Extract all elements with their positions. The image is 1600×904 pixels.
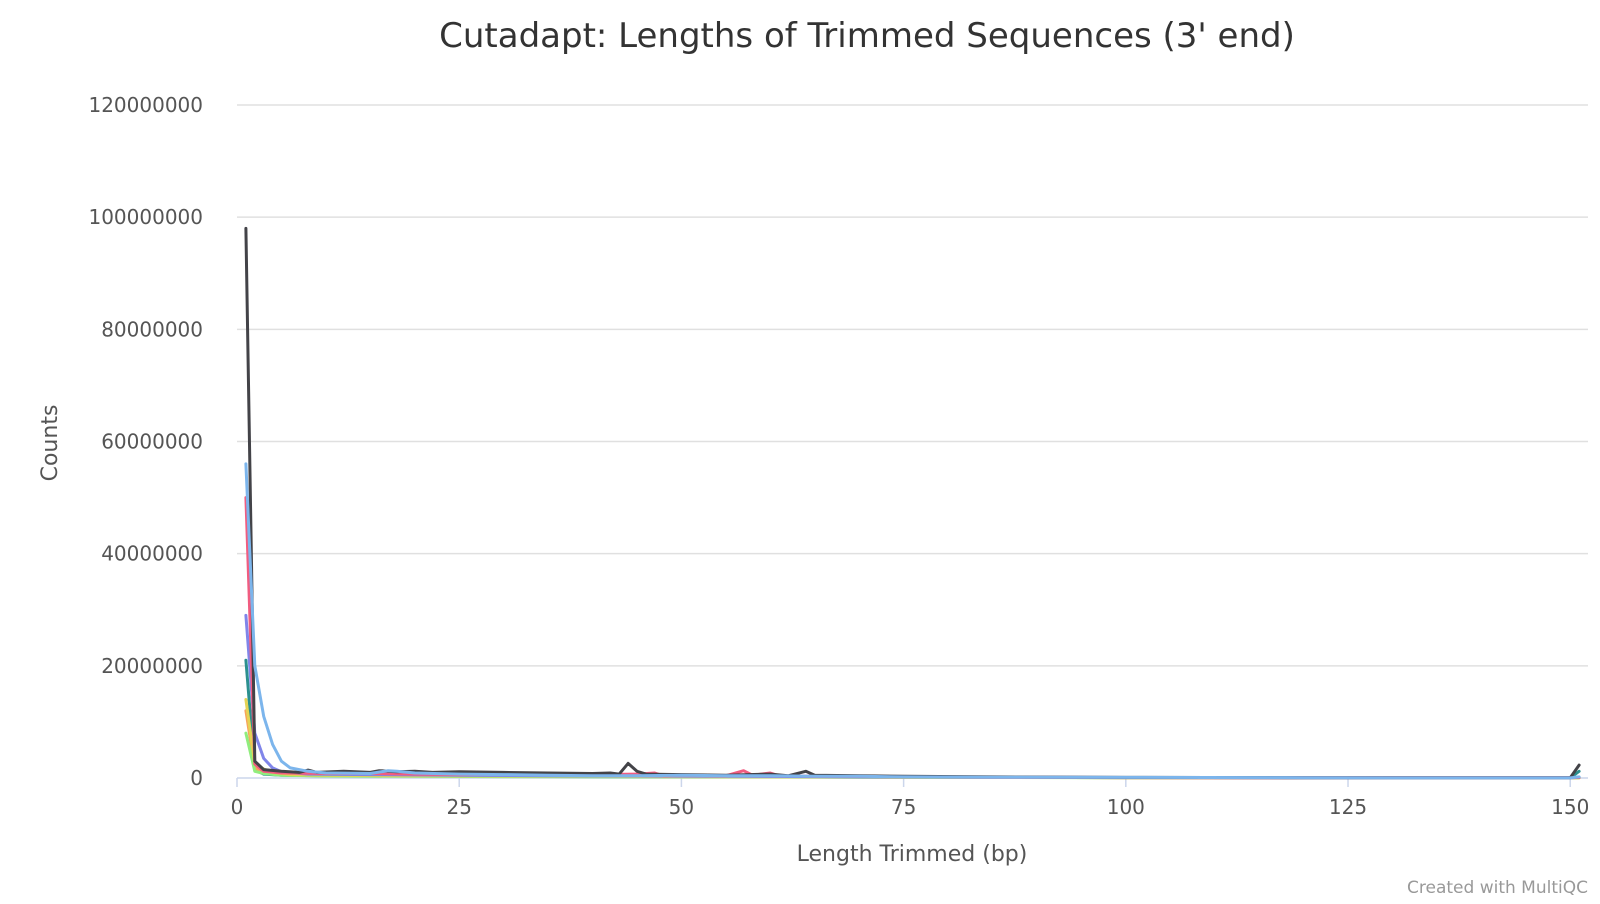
x-tick-label: 50 (669, 795, 694, 819)
x-tick-label: 0 (231, 795, 244, 819)
y-tick-label: 0 (190, 766, 203, 790)
y-tick-label: 120000000 (88, 93, 203, 117)
x-tick-label: 150 (1551, 795, 1589, 819)
series-line[interactable] (244, 613, 1581, 780)
y-tick-label: 80000000 (101, 317, 203, 341)
y-tick-label: 100000000 (88, 205, 203, 229)
grid-lines (237, 104, 1588, 667)
chart-title: Cutadapt: Lengths of Trimmed Sequences (… (439, 16, 1295, 56)
series-line[interactable] (244, 709, 1581, 780)
x-tick-label: 125 (1329, 795, 1367, 819)
series-line[interactable] (244, 496, 1581, 780)
y-tick-label: 40000000 (101, 542, 203, 566)
y-tick-label: 20000000 (101, 654, 203, 678)
series-line[interactable] (244, 462, 1581, 780)
x-axis-title: Length Trimmed (bp) (797, 842, 1028, 867)
x-tick-label: 100 (1107, 795, 1145, 819)
y-tick-label: 60000000 (101, 430, 203, 454)
series-line[interactable] (244, 658, 1581, 780)
x-tick-label: 75 (891, 795, 916, 819)
y-axis-title: Counts (38, 405, 63, 482)
x-axis-ticks: 0 25 50 75 100 125 150 (231, 778, 1589, 819)
series-line[interactable] (244, 226, 1581, 780)
x-tick-label: 25 (446, 795, 471, 819)
credit-text[interactable]: Created with MultiQC (1407, 878, 1588, 898)
series-lines (244, 226, 1581, 780)
y-axis-ticks: 0 20000000 40000000 60000000 80000000 1000000… (88, 93, 203, 790)
series-line[interactable] (244, 698, 1581, 780)
